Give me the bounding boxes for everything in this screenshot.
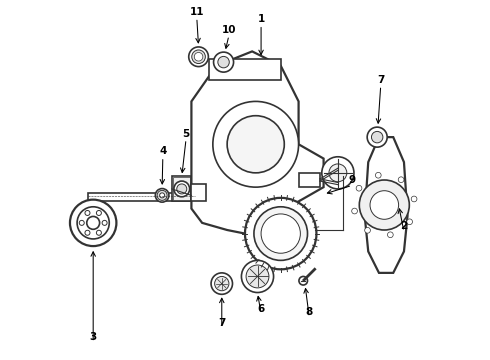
Ellipse shape bbox=[155, 189, 169, 202]
Text: 4: 4 bbox=[159, 147, 167, 157]
Bar bbox=[88, 193, 195, 202]
Text: 10: 10 bbox=[221, 25, 236, 35]
Bar bbox=[298, 173, 320, 187]
Text: 5: 5 bbox=[182, 129, 190, 139]
Text: 7: 7 bbox=[218, 318, 225, 328]
Text: 6: 6 bbox=[257, 303, 265, 314]
Text: 11: 11 bbox=[190, 7, 204, 17]
Circle shape bbox=[85, 211, 90, 216]
Circle shape bbox=[398, 177, 404, 183]
Circle shape bbox=[261, 214, 300, 253]
Circle shape bbox=[215, 276, 229, 291]
Bar bbox=[192, 184, 206, 202]
Ellipse shape bbox=[157, 190, 167, 201]
Circle shape bbox=[174, 181, 190, 197]
Circle shape bbox=[77, 207, 109, 239]
Circle shape bbox=[322, 157, 354, 189]
Circle shape bbox=[370, 191, 398, 219]
Circle shape bbox=[97, 211, 101, 216]
Circle shape bbox=[97, 230, 101, 235]
Text: 7: 7 bbox=[377, 75, 385, 85]
Ellipse shape bbox=[192, 50, 205, 64]
Ellipse shape bbox=[189, 47, 208, 67]
Circle shape bbox=[87, 216, 99, 229]
Circle shape bbox=[411, 196, 417, 202]
Circle shape bbox=[102, 220, 107, 225]
Text: 3: 3 bbox=[90, 332, 97, 342]
Circle shape bbox=[70, 200, 117, 246]
Bar bbox=[209, 59, 281, 80]
Circle shape bbox=[352, 208, 357, 214]
Circle shape bbox=[375, 172, 381, 178]
Circle shape bbox=[79, 220, 84, 225]
Polygon shape bbox=[365, 137, 408, 273]
Circle shape bbox=[254, 207, 308, 260]
Bar bbox=[172, 176, 192, 202]
Circle shape bbox=[177, 184, 187, 194]
Bar bbox=[173, 177, 190, 201]
Circle shape bbox=[367, 127, 387, 147]
Circle shape bbox=[356, 185, 362, 191]
Circle shape bbox=[365, 228, 370, 233]
Circle shape bbox=[299, 276, 308, 285]
Circle shape bbox=[211, 273, 232, 294]
Circle shape bbox=[329, 164, 347, 182]
Polygon shape bbox=[192, 51, 323, 237]
Circle shape bbox=[246, 265, 269, 288]
Circle shape bbox=[85, 230, 90, 235]
Circle shape bbox=[359, 180, 409, 230]
Circle shape bbox=[245, 198, 317, 269]
Circle shape bbox=[388, 232, 393, 238]
Circle shape bbox=[242, 260, 273, 293]
Circle shape bbox=[214, 52, 234, 72]
Circle shape bbox=[213, 102, 298, 187]
Ellipse shape bbox=[160, 193, 165, 198]
Text: 8: 8 bbox=[306, 307, 313, 317]
Circle shape bbox=[227, 116, 284, 173]
Circle shape bbox=[218, 57, 229, 68]
Circle shape bbox=[371, 131, 383, 143]
Text: 1: 1 bbox=[257, 14, 265, 24]
Text: 2: 2 bbox=[400, 221, 408, 231]
Text: 9: 9 bbox=[348, 175, 356, 185]
Circle shape bbox=[407, 219, 413, 225]
Circle shape bbox=[194, 53, 203, 61]
